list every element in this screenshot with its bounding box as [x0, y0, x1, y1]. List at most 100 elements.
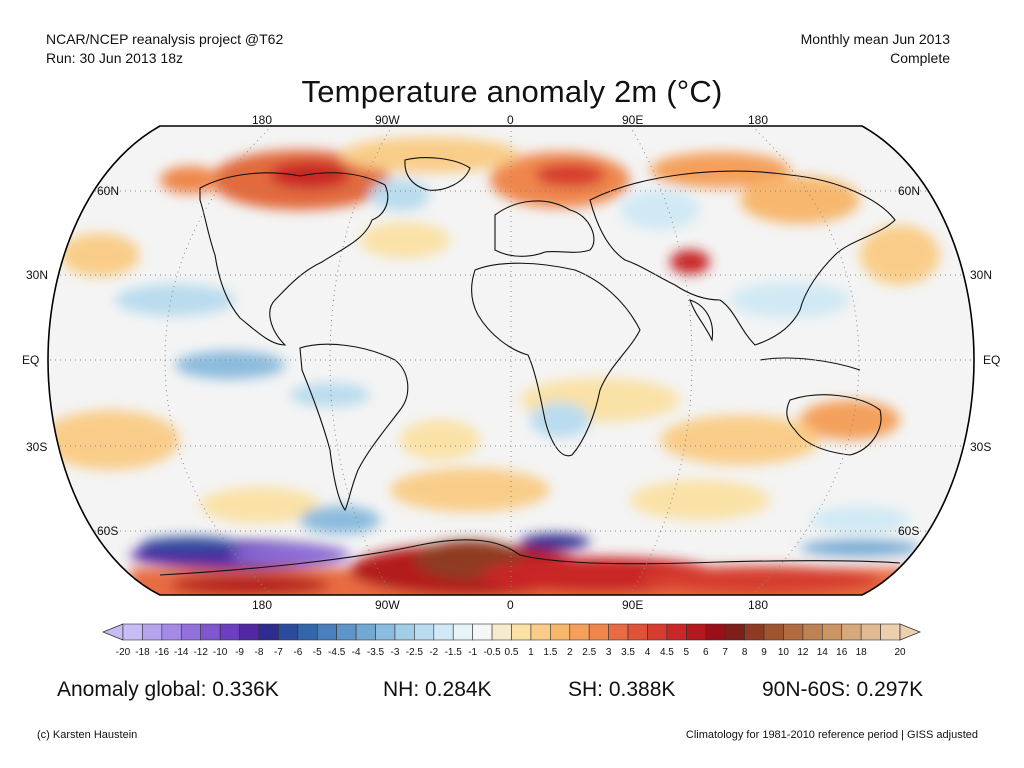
- lon-label-top-0: 0: [507, 113, 514, 127]
- stat-polar: 90N-60S: 0.297K: [762, 678, 924, 701]
- colorbar-tick-label: -1: [468, 647, 478, 658]
- lat-label-right-30s: 30S: [970, 440, 992, 454]
- colorbar-swatch: [783, 623, 804, 641]
- colorbar-swatch: [647, 623, 668, 641]
- lon-label-top-180e: 180: [748, 113, 769, 127]
- colorbar-swatch: [802, 623, 823, 641]
- map-field: [48, 126, 974, 595]
- colorbar-swatch: [452, 623, 473, 641]
- colorbar-tick-label: 5: [683, 647, 690, 658]
- lat-label-left-eq: EQ: [22, 353, 40, 367]
- model-name: NCAR/NCEP reanalysis project @T62: [46, 31, 284, 47]
- status-label: Complete: [890, 50, 950, 66]
- colorbar-swatch: [686, 623, 707, 641]
- colorbar-tick-label: 9: [761, 647, 767, 658]
- colorbar-swatch: [744, 623, 765, 641]
- colorbar-swatch: [278, 623, 299, 641]
- anomaly-shading: [48, 137, 940, 595]
- colorbar-tick-label: -1.5: [444, 647, 462, 658]
- colorbar-tick-label: 3: [605, 647, 612, 658]
- stat-sh: SH: 0.388K: [568, 678, 676, 701]
- colorbar-swatch: [511, 623, 532, 641]
- colorbar-swatch: [588, 623, 609, 641]
- colorbar-swatch: [860, 623, 881, 641]
- colorbar-tick-label: 18: [855, 647, 867, 658]
- colorbar-swatch: [375, 623, 396, 641]
- lon-label-bottom-180w: 180: [252, 598, 273, 612]
- stat-nh: NH: 0.284K: [383, 678, 492, 701]
- colorbar-tick-label: -9: [235, 647, 244, 658]
- colorbar-tick-label: 2: [566, 647, 573, 658]
- colorbar-arrow-left: [101, 623, 124, 641]
- colorbar-swatch: [258, 623, 279, 641]
- colorbar-swatch: [219, 623, 240, 641]
- colorbar-tick-label: -3.5: [366, 647, 385, 658]
- climatology-note: Climatology for 1981-2010 reference peri…: [685, 729, 978, 741]
- colorbar-swatch: [336, 623, 357, 641]
- colorbar-tick-label: 0.5: [504, 647, 519, 658]
- colorbar-tick-label: 2.5: [582, 647, 597, 658]
- model-info: NCAR/NCEP reanalysis project @T62 Run: 3…: [46, 30, 283, 68]
- colorbar-tick-label: -0.5: [483, 647, 501, 658]
- lat-label-right-30n: 30N: [970, 268, 993, 282]
- colorbar-tick-label: 12: [797, 647, 809, 658]
- lat-label-right-60n: 60N: [898, 184, 921, 198]
- colorbar-tick-label: -2.5: [405, 647, 423, 658]
- colorbar-tick-label: -4.5: [328, 647, 346, 658]
- stat-global: Anomaly global: 0.336K: [57, 678, 279, 701]
- colorbar-swatch: [355, 623, 376, 641]
- lon-label-bottom-90w: 90W: [375, 598, 400, 612]
- colorbar-swatch: [705, 623, 726, 641]
- colorbar-swatch: [724, 623, 745, 641]
- colorbar-swatch: [763, 623, 784, 641]
- colorbar-tick-label: 3.5: [621, 647, 635, 658]
- colorbar-swatch: [530, 623, 551, 641]
- colorbar-tick-label: -3: [390, 647, 400, 658]
- graticule: [48, 126, 974, 595]
- lat-label-left-30n: 30N: [26, 268, 49, 282]
- colorbar-swatch: [200, 623, 221, 641]
- period-label: Monthly mean Jun 2013: [800, 31, 950, 47]
- colorbar-swatch: [433, 623, 454, 641]
- colorbar: [101, 623, 922, 641]
- lon-label-top-90w: 90W: [375, 113, 400, 127]
- colorbar-tick-label: 6: [702, 647, 709, 658]
- colorbar-swatch: [472, 623, 493, 641]
- map-border: [47, 125, 975, 596]
- colorbar-swatch: [880, 623, 901, 641]
- colorbar-swatch: [122, 623, 143, 641]
- colorbar-tick-label: -18: [135, 647, 150, 658]
- colorbar-swatch: [297, 623, 318, 641]
- colorbar-swatch: [239, 623, 260, 641]
- lon-label-bottom-180e: 180: [748, 598, 769, 612]
- colorbar-tick-label: 10: [777, 647, 789, 658]
- colorbar-tick-label: -16: [154, 647, 170, 658]
- colorbar-swatch: [161, 623, 182, 641]
- colorbar-swatch: [821, 623, 843, 641]
- colorbar-tick-label: -20: [115, 647, 131, 658]
- colorbar-tick-label: 16: [836, 647, 848, 658]
- colorbar-swatch: [608, 623, 629, 641]
- lat-label-left-30s: 30S: [26, 440, 48, 454]
- colorbar-swatch: [142, 623, 163, 641]
- lon-label-bottom-0: 0: [507, 598, 514, 612]
- colorbar-swatch: [491, 623, 512, 641]
- colorbar-swatch: [316, 623, 337, 641]
- colorbar-tick-label: -6: [293, 647, 303, 658]
- colorbar-arrow-right: [899, 623, 922, 641]
- credit: (c) Karsten Haustein: [37, 729, 138, 741]
- lat-label-right-60s: 60S: [898, 524, 920, 538]
- colorbar-swatch: [550, 623, 571, 641]
- colorbar-tick-label: 14: [816, 647, 828, 658]
- colorbar-tick-label: -12: [193, 647, 208, 658]
- colorbar-swatch: [394, 623, 415, 641]
- colorbar-swatch: [666, 623, 687, 641]
- period-info: Monthly mean Jun 2013 Complete: [801, 30, 950, 68]
- colorbar-tick-label: 8: [741, 647, 748, 658]
- colorbar-tick-label: 20: [894, 647, 906, 658]
- colorbar-tick-label: 4: [644, 647, 651, 658]
- colorbar-tick-label: 4.5: [659, 647, 674, 658]
- colorbar-swatch: [180, 623, 201, 641]
- lon-label-top-180w: 180: [252, 113, 273, 127]
